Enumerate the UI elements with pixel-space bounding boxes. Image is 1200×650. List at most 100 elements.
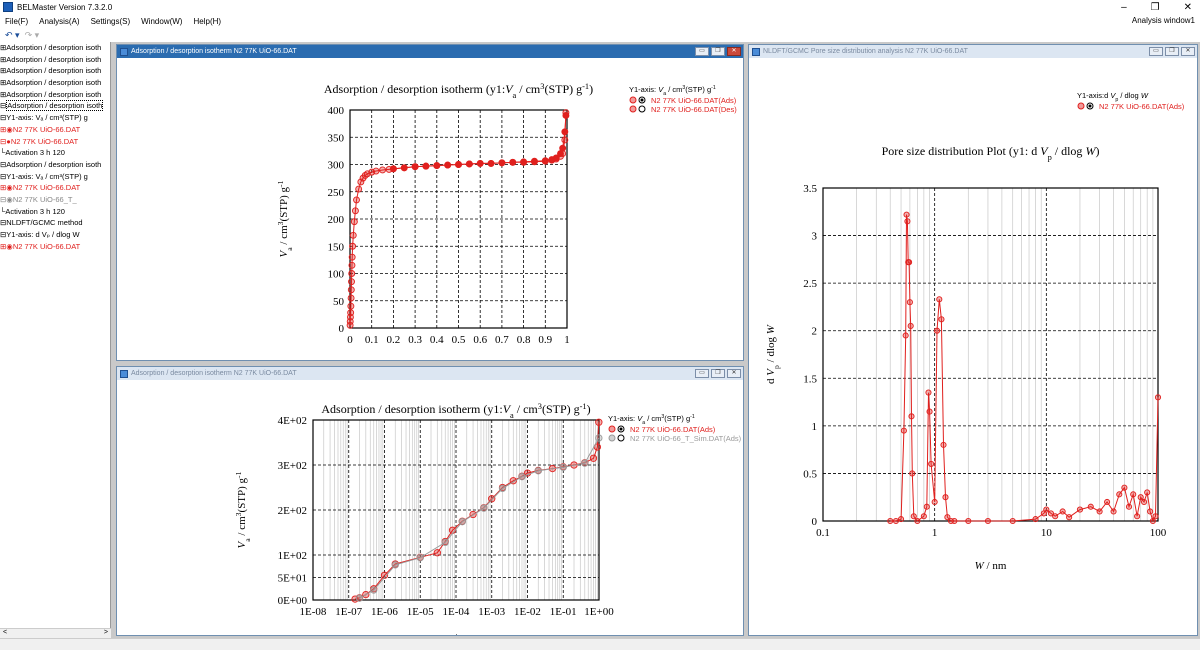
tree-expander-icon[interactable]: ⊞: [0, 66, 7, 76]
tree-expander-icon[interactable]: └: [0, 206, 6, 216]
window-titlebar[interactable]: NLDFT/GCMC Pore size distribution analys…: [749, 45, 1197, 58]
data-point: [938, 316, 945, 323]
tree-item[interactable]: ⊞◉N2 77K UiO-66.DAT: [0, 182, 110, 194]
data-point: [1149, 517, 1156, 525]
window-maximize-button[interactable]: ❐: [711, 369, 725, 378]
y-tick-label: 2E+02: [278, 505, 307, 517]
tree-expander-icon[interactable]: ⊞: [0, 78, 7, 88]
data-point: [920, 513, 927, 520]
data-point: [1087, 503, 1094, 510]
data-point: [908, 413, 915, 420]
tree-expander-icon[interactable]: ⊟: [0, 171, 7, 181]
tree-item[interactable]: ⊟NLDFT/GCMC method: [0, 217, 110, 229]
minimize-button[interactable]: –: [1121, 1, 1127, 13]
tree-item[interactable]: └Activation 3 h 120: [0, 206, 110, 218]
window-close-button[interactable]: ✕: [727, 47, 741, 56]
legend-title: Y1-axis: Va / cm3(STP) g-1: [608, 414, 695, 426]
tree-horizontal-scrollbar[interactable]: < >: [0, 628, 111, 638]
menu-settings[interactable]: Settings(S): [90, 16, 131, 26]
x-tick-label: 0.3: [408, 334, 422, 346]
tree-item[interactable]: ⊞Adsorption / desorption isoth: [0, 65, 110, 77]
tree-expander-icon[interactable]: ⊟◉: [0, 194, 13, 204]
tree-expander-icon[interactable]: ⊟●: [0, 136, 11, 146]
window-minimize-button[interactable]: ▭: [695, 369, 709, 378]
isotherm-linear-window[interactable]: Adsorption / desorption isotherm N2 77K …: [116, 44, 744, 377]
tree-item-label: Adsorption / desorption isoth: [6, 54, 102, 64]
data-point: [350, 218, 358, 226]
window-titlebar[interactable]: Adsorption / desorption isotherm N2 77K …: [117, 45, 743, 58]
tree-item[interactable]: ⊟Adsorption / desorption isoth: [0, 159, 110, 171]
grid: [822, 187, 1159, 522]
data-point: [465, 160, 473, 168]
tree-item[interactable]: ⊟Adsorption / desorption isoth: [0, 100, 110, 112]
tree-item[interactable]: ⊟●N2 77K UiO-66.DAT: [0, 136, 110, 148]
data-point: [910, 513, 917, 520]
data-tree-panel[interactable]: ⊞Adsorption / desorption isoth ⊞Adsorptio…: [0, 42, 111, 638]
window-minimize-button[interactable]: ▭: [695, 47, 709, 56]
tree-item[interactable]: ⊞Adsorption / desorption isoth: [0, 77, 110, 89]
tree-expander-icon[interactable]: ⊟: [0, 230, 7, 239]
menu-file[interactable]: File(F): [5, 16, 29, 26]
y-axis-label: d Vp / dlog W: [765, 324, 781, 384]
tree-expander-icon[interactable]: ⊟: [0, 218, 7, 228]
tree-expander-icon[interactable]: ⊞◉: [0, 241, 13, 251]
legend-marker-icon: [608, 425, 616, 433]
window-close-button[interactable]: ✕: [1181, 47, 1195, 56]
data-point: [488, 495, 496, 503]
menu-analysis[interactable]: Analysis(A): [39, 16, 80, 26]
data-point: [411, 163, 419, 171]
window-maximize-button[interactable]: ❐: [711, 47, 725, 56]
data-point: [444, 161, 452, 169]
tree-item-label: Adsorption / desorption isoth: [6, 100, 104, 112]
x-tick-label: 0.7: [495, 334, 509, 346]
data-point: [940, 441, 947, 448]
tree-item[interactable]: ⊟Y1-axis: d Vₚ / dlog W: [0, 229, 110, 241]
tree-expander-icon[interactable]: ⊞: [0, 54, 7, 64]
tree-item[interactable]: ⊞Adsorption / desorption isoth: [0, 89, 110, 101]
tree-item[interactable]: ⊞◉N2 77K UiO-66.DAT: [0, 241, 110, 253]
restore-button[interactable]: ❐: [1150, 1, 1160, 13]
x-axis-label: p /p0: [445, 632, 467, 635]
window-titlebar[interactable]: Adsorption / desorption isotherm N2 77K …: [117, 367, 743, 380]
tree-expander-icon[interactable]: ⊟: [0, 113, 7, 123]
scroll-right-icon[interactable]: >: [103, 629, 108, 636]
redo-icon[interactable]: ↷ ▾: [24, 29, 40, 40]
menu-window[interactable]: Window(W): [141, 16, 183, 26]
data-point: [355, 185, 363, 193]
tree-expander-icon[interactable]: ⊞◉: [0, 124, 13, 134]
tree-expander-icon[interactable]: ⊟: [0, 101, 7, 111]
data-point: [559, 463, 567, 471]
tree-item[interactable]: └Activation 3 h 120: [0, 147, 110, 159]
y-tick-label: 350: [328, 132, 345, 144]
tree-expander-icon[interactable]: └: [0, 148, 6, 158]
tree-item[interactable]: ⊟Y1-axis: Vₐ / cm³(STP) g: [0, 171, 110, 183]
data-point: [1144, 489, 1151, 496]
data-point: [1137, 494, 1144, 501]
tree-item[interactable]: ⊟◉N2 77K UiO-66_T_: [0, 194, 110, 206]
scroll-left-icon[interactable]: <: [3, 629, 8, 636]
x-tick-label: 0.1: [365, 334, 379, 346]
tree-expander-icon[interactable]: ⊟: [0, 159, 7, 169]
data-point: [902, 332, 909, 339]
close-button[interactable]: ✕: [1183, 1, 1192, 13]
tree-item[interactable]: ⊞Adsorption / desorption isoth: [0, 54, 110, 66]
window-minimize-button[interactable]: ▭: [1149, 47, 1163, 56]
x-tick-label: 10: [1041, 527, 1053, 539]
window-close-button[interactable]: ✕: [727, 369, 741, 378]
chart-window-icon: [752, 47, 760, 56]
tree-item-label: Activation 3 h 120: [5, 148, 65, 158]
data-point: [349, 231, 357, 239]
tree-item[interactable]: ⊟Y1-axis: Vₐ / cm³(STP) g: [0, 112, 110, 124]
data-point: [1110, 508, 1117, 515]
tree-expander-icon[interactable]: ⊞◉: [0, 183, 13, 193]
tree-expander-icon[interactable]: ⊞: [0, 89, 7, 99]
undo-icon[interactable]: ↶ ▾: [5, 29, 20, 40]
data-point: [1052, 513, 1059, 520]
isotherm-log-window[interactable]: Adsorption / desorption isotherm N2 77K …: [116, 366, 744, 648]
tree-item[interactable]: ⊞◉N2 77K UiO-66.DAT: [0, 124, 110, 136]
tree-item[interactable]: ⊞Adsorption / desorption isoth: [0, 42, 110, 54]
window-maximize-button[interactable]: ❐: [1165, 47, 1179, 56]
menu-help[interactable]: Help(H): [193, 16, 222, 26]
tree-expander-icon[interactable]: ⊞: [0, 43, 7, 52]
pore-size-window[interactable]: NLDFT/GCMC Pore size distribution analys…: [748, 44, 1198, 636]
